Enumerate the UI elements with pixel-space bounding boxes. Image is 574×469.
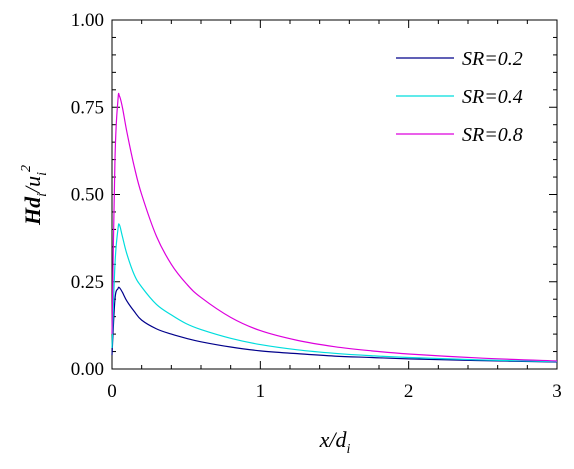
x-tick-label: 0 xyxy=(107,381,117,402)
x-axis-title-sub: i xyxy=(347,442,351,457)
x-axis-title: x/di xyxy=(319,427,351,457)
y-tick-label: 0.75 xyxy=(71,97,104,118)
legend: SR=0.2 SR=0.4 SR=0.8 xyxy=(396,48,523,146)
series-line-3 xyxy=(111,92,558,362)
x-tick-label: 3 xyxy=(552,381,562,402)
y-axis-title-sub1: i xyxy=(35,193,50,197)
y-tick-label: 0.00 xyxy=(71,359,104,380)
series-line-1 xyxy=(111,286,558,363)
y-tick-label: 0.25 xyxy=(71,272,104,293)
y-axis-title-sub2: i xyxy=(35,172,50,176)
legend-label-1: SR=0.2 xyxy=(462,48,523,70)
x-tick-label: 2 xyxy=(404,381,414,402)
y-tick-label: 1.00 xyxy=(71,10,104,31)
legend-label-2: SR=0.4 xyxy=(462,86,523,108)
plot-frame xyxy=(111,19,558,370)
series-layer xyxy=(111,92,558,363)
y-axis-title-mid: /u xyxy=(20,176,45,195)
y-axis-title-sup: 2 xyxy=(19,165,34,172)
legend-label-3: SR=0.8 xyxy=(462,124,523,146)
y-tick-label: 0.50 xyxy=(71,185,104,206)
ticks-layer: 0 1 2 3 0.00 0.25 0.50 0.75 1.00 xyxy=(71,10,562,402)
y-axis-title-main: Hd xyxy=(20,196,45,226)
x-axis-title-main: x/d xyxy=(319,427,348,452)
series-line-2 xyxy=(111,223,558,363)
x-tick-label: 1 xyxy=(256,381,266,402)
y-axis-title: Hdi/ui2 xyxy=(19,165,50,226)
